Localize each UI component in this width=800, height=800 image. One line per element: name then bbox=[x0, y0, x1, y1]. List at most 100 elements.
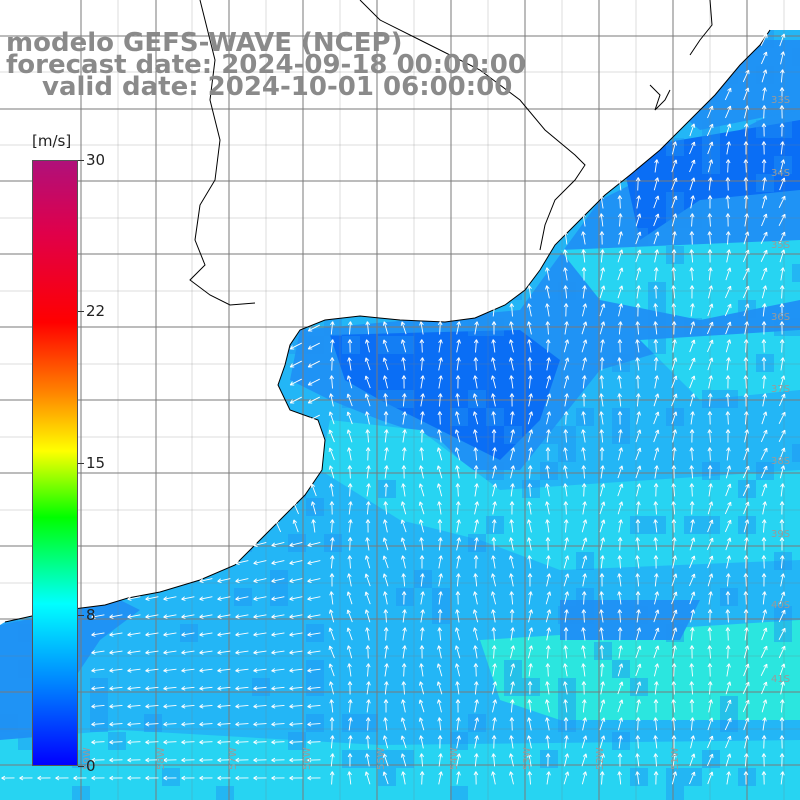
field-cell bbox=[396, 588, 414, 606]
wind-vector bbox=[365, 753, 370, 767]
field-cell bbox=[504, 660, 522, 678]
wind-vector bbox=[91, 650, 105, 655]
wind-vector bbox=[491, 321, 497, 335]
wind-vector bbox=[510, 483, 515, 497]
field-cell bbox=[720, 588, 738, 606]
wind-vector bbox=[545, 321, 551, 335]
wind-vector bbox=[724, 87, 732, 101]
wind-vector bbox=[419, 645, 425, 659]
wind-vector bbox=[707, 339, 714, 353]
wind-vector bbox=[635, 213, 642, 227]
wind-vector bbox=[779, 249, 786, 263]
field-cell bbox=[540, 84, 558, 102]
wind-vector bbox=[546, 357, 551, 371]
wind-vector bbox=[474, 735, 479, 749]
field-cell bbox=[360, 714, 378, 732]
wind-vector bbox=[329, 375, 335, 389]
field-cell bbox=[198, 480, 216, 498]
wind-vector bbox=[761, 141, 767, 155]
field-cell bbox=[756, 174, 774, 192]
wind-vector bbox=[217, 632, 231, 637]
field-cell bbox=[108, 552, 126, 570]
field-cell bbox=[630, 228, 648, 246]
wind-vector bbox=[635, 519, 641, 533]
field-cell bbox=[450, 300, 468, 318]
wind-vector bbox=[546, 411, 551, 425]
wind-vector bbox=[289, 650, 303, 655]
wind-vector bbox=[509, 375, 514, 389]
wind-vector bbox=[419, 339, 425, 353]
field-cell bbox=[666, 786, 684, 800]
wind-vector bbox=[253, 668, 267, 673]
wind-vector bbox=[383, 501, 389, 515]
field-cell bbox=[378, 390, 396, 408]
field-cell bbox=[306, 498, 324, 516]
wind-vector bbox=[743, 87, 750, 101]
wind-vector bbox=[582, 573, 587, 587]
wind-vector bbox=[708, 285, 713, 299]
wind-vector bbox=[438, 753, 443, 767]
field-cell bbox=[90, 120, 108, 138]
colorbar-tick-mark bbox=[78, 160, 84, 161]
field-cell bbox=[648, 516, 666, 534]
wind-vector bbox=[761, 771, 767, 785]
wind-vector bbox=[509, 591, 514, 605]
wind-vector bbox=[725, 159, 731, 173]
wind-vector bbox=[473, 465, 479, 479]
field-cell bbox=[702, 516, 720, 534]
wind-vector bbox=[527, 555, 532, 569]
field-cell bbox=[702, 156, 720, 174]
wind-vector bbox=[707, 159, 714, 173]
field-cell bbox=[126, 138, 144, 156]
field-cell bbox=[288, 534, 306, 552]
wind-vector bbox=[617, 393, 622, 407]
field-cell bbox=[396, 300, 414, 318]
wind-vector bbox=[181, 596, 195, 601]
wind-vector bbox=[419, 537, 424, 551]
wind-vector bbox=[600, 753, 605, 767]
wind-vector bbox=[289, 703, 303, 709]
field-cell bbox=[234, 336, 252, 354]
wind-vector bbox=[527, 573, 533, 587]
wind-vector bbox=[455, 699, 461, 713]
wind-vector bbox=[289, 775, 303, 781]
wind-vector bbox=[599, 771, 605, 785]
wind-vector bbox=[672, 555, 677, 569]
wind-vector bbox=[779, 501, 785, 515]
wind-vector bbox=[365, 339, 370, 353]
wind-vector bbox=[708, 375, 713, 389]
wind-vector bbox=[364, 609, 371, 623]
wind-vector bbox=[779, 519, 785, 533]
lon-label: 51W bbox=[670, 747, 681, 770]
wind-vector bbox=[617, 699, 624, 713]
field-cell bbox=[342, 192, 360, 210]
wind-vector bbox=[760, 33, 768, 47]
wind-vector bbox=[600, 339, 605, 353]
wind-vector bbox=[400, 339, 407, 353]
wind-vector bbox=[437, 699, 442, 713]
wind-vector bbox=[636, 483, 641, 497]
wind-vector bbox=[456, 357, 461, 371]
wind-vector bbox=[564, 393, 569, 407]
wind-vector bbox=[401, 573, 406, 587]
wind-vector bbox=[436, 663, 443, 677]
wind-vector bbox=[528, 609, 533, 623]
wind-vector bbox=[707, 105, 714, 119]
wind-vector bbox=[253, 614, 267, 619]
wind-vector bbox=[581, 303, 588, 317]
wind-vector bbox=[271, 632, 285, 637]
wind-vector bbox=[671, 285, 676, 299]
wind-vector bbox=[581, 663, 586, 677]
wind-vector bbox=[689, 141, 696, 155]
wind-vector bbox=[742, 267, 750, 281]
wind-vector bbox=[779, 699, 785, 713]
wind-vector bbox=[707, 663, 713, 677]
wind-vector bbox=[474, 501, 479, 515]
wind-vector bbox=[454, 645, 461, 659]
wind-vector bbox=[492, 681, 498, 695]
wind-vector bbox=[509, 573, 514, 587]
wind-vector bbox=[689, 681, 695, 695]
wind-vector bbox=[779, 105, 785, 119]
field-cell bbox=[180, 246, 198, 264]
